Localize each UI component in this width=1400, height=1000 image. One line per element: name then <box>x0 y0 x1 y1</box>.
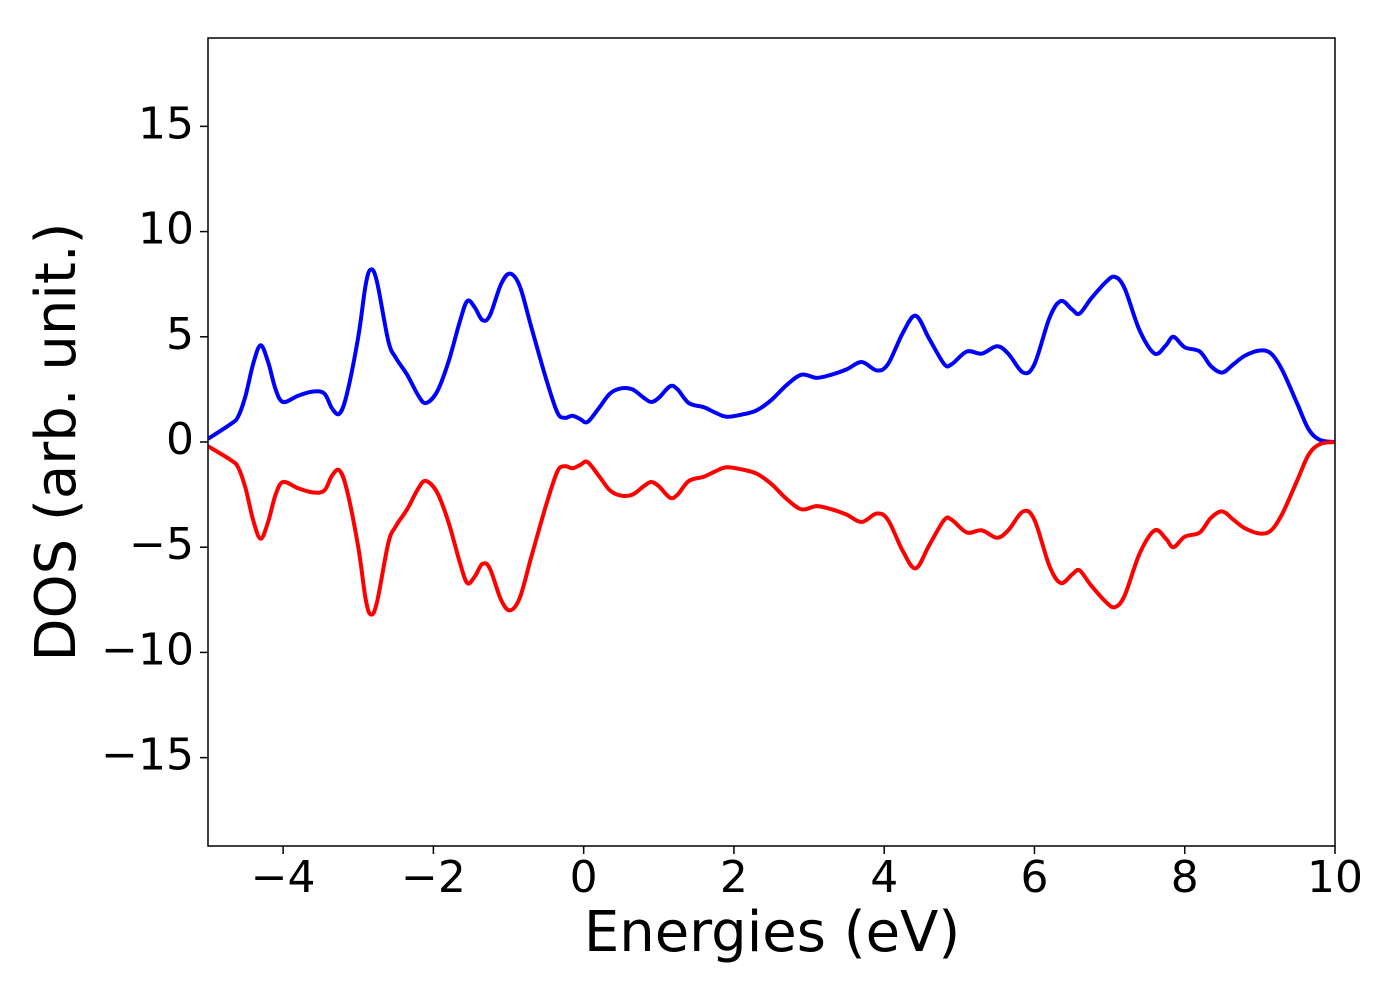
y-tick-label: 15 <box>138 98 194 149</box>
series-line <box>208 267 1335 444</box>
x-tick-label: 6 <box>1020 852 1048 903</box>
y-tick-label: −10 <box>101 624 194 675</box>
y-tick-label: 10 <box>138 204 194 255</box>
x-tick-label: −2 <box>401 852 466 903</box>
y-tick-label: −15 <box>101 730 194 781</box>
x-axis-label: Energies (eV) <box>584 900 960 965</box>
x-tick-label: 0 <box>570 852 598 903</box>
plot-frame <box>207 37 1336 847</box>
x-tick-label: 2 <box>720 852 748 903</box>
x-tick-label: 10 <box>1307 852 1363 903</box>
y-tick-label: 5 <box>166 309 194 360</box>
y-tick-label: −5 <box>129 519 194 570</box>
y-axis-label: DOS (arb. unit.) <box>24 222 89 661</box>
y-tick-label: 0 <box>166 414 194 465</box>
x-tick-label: −4 <box>251 852 316 903</box>
x-tick-label: 4 <box>870 852 898 903</box>
series-line <box>208 440 1335 617</box>
x-tick-label: 8 <box>1171 852 1199 903</box>
